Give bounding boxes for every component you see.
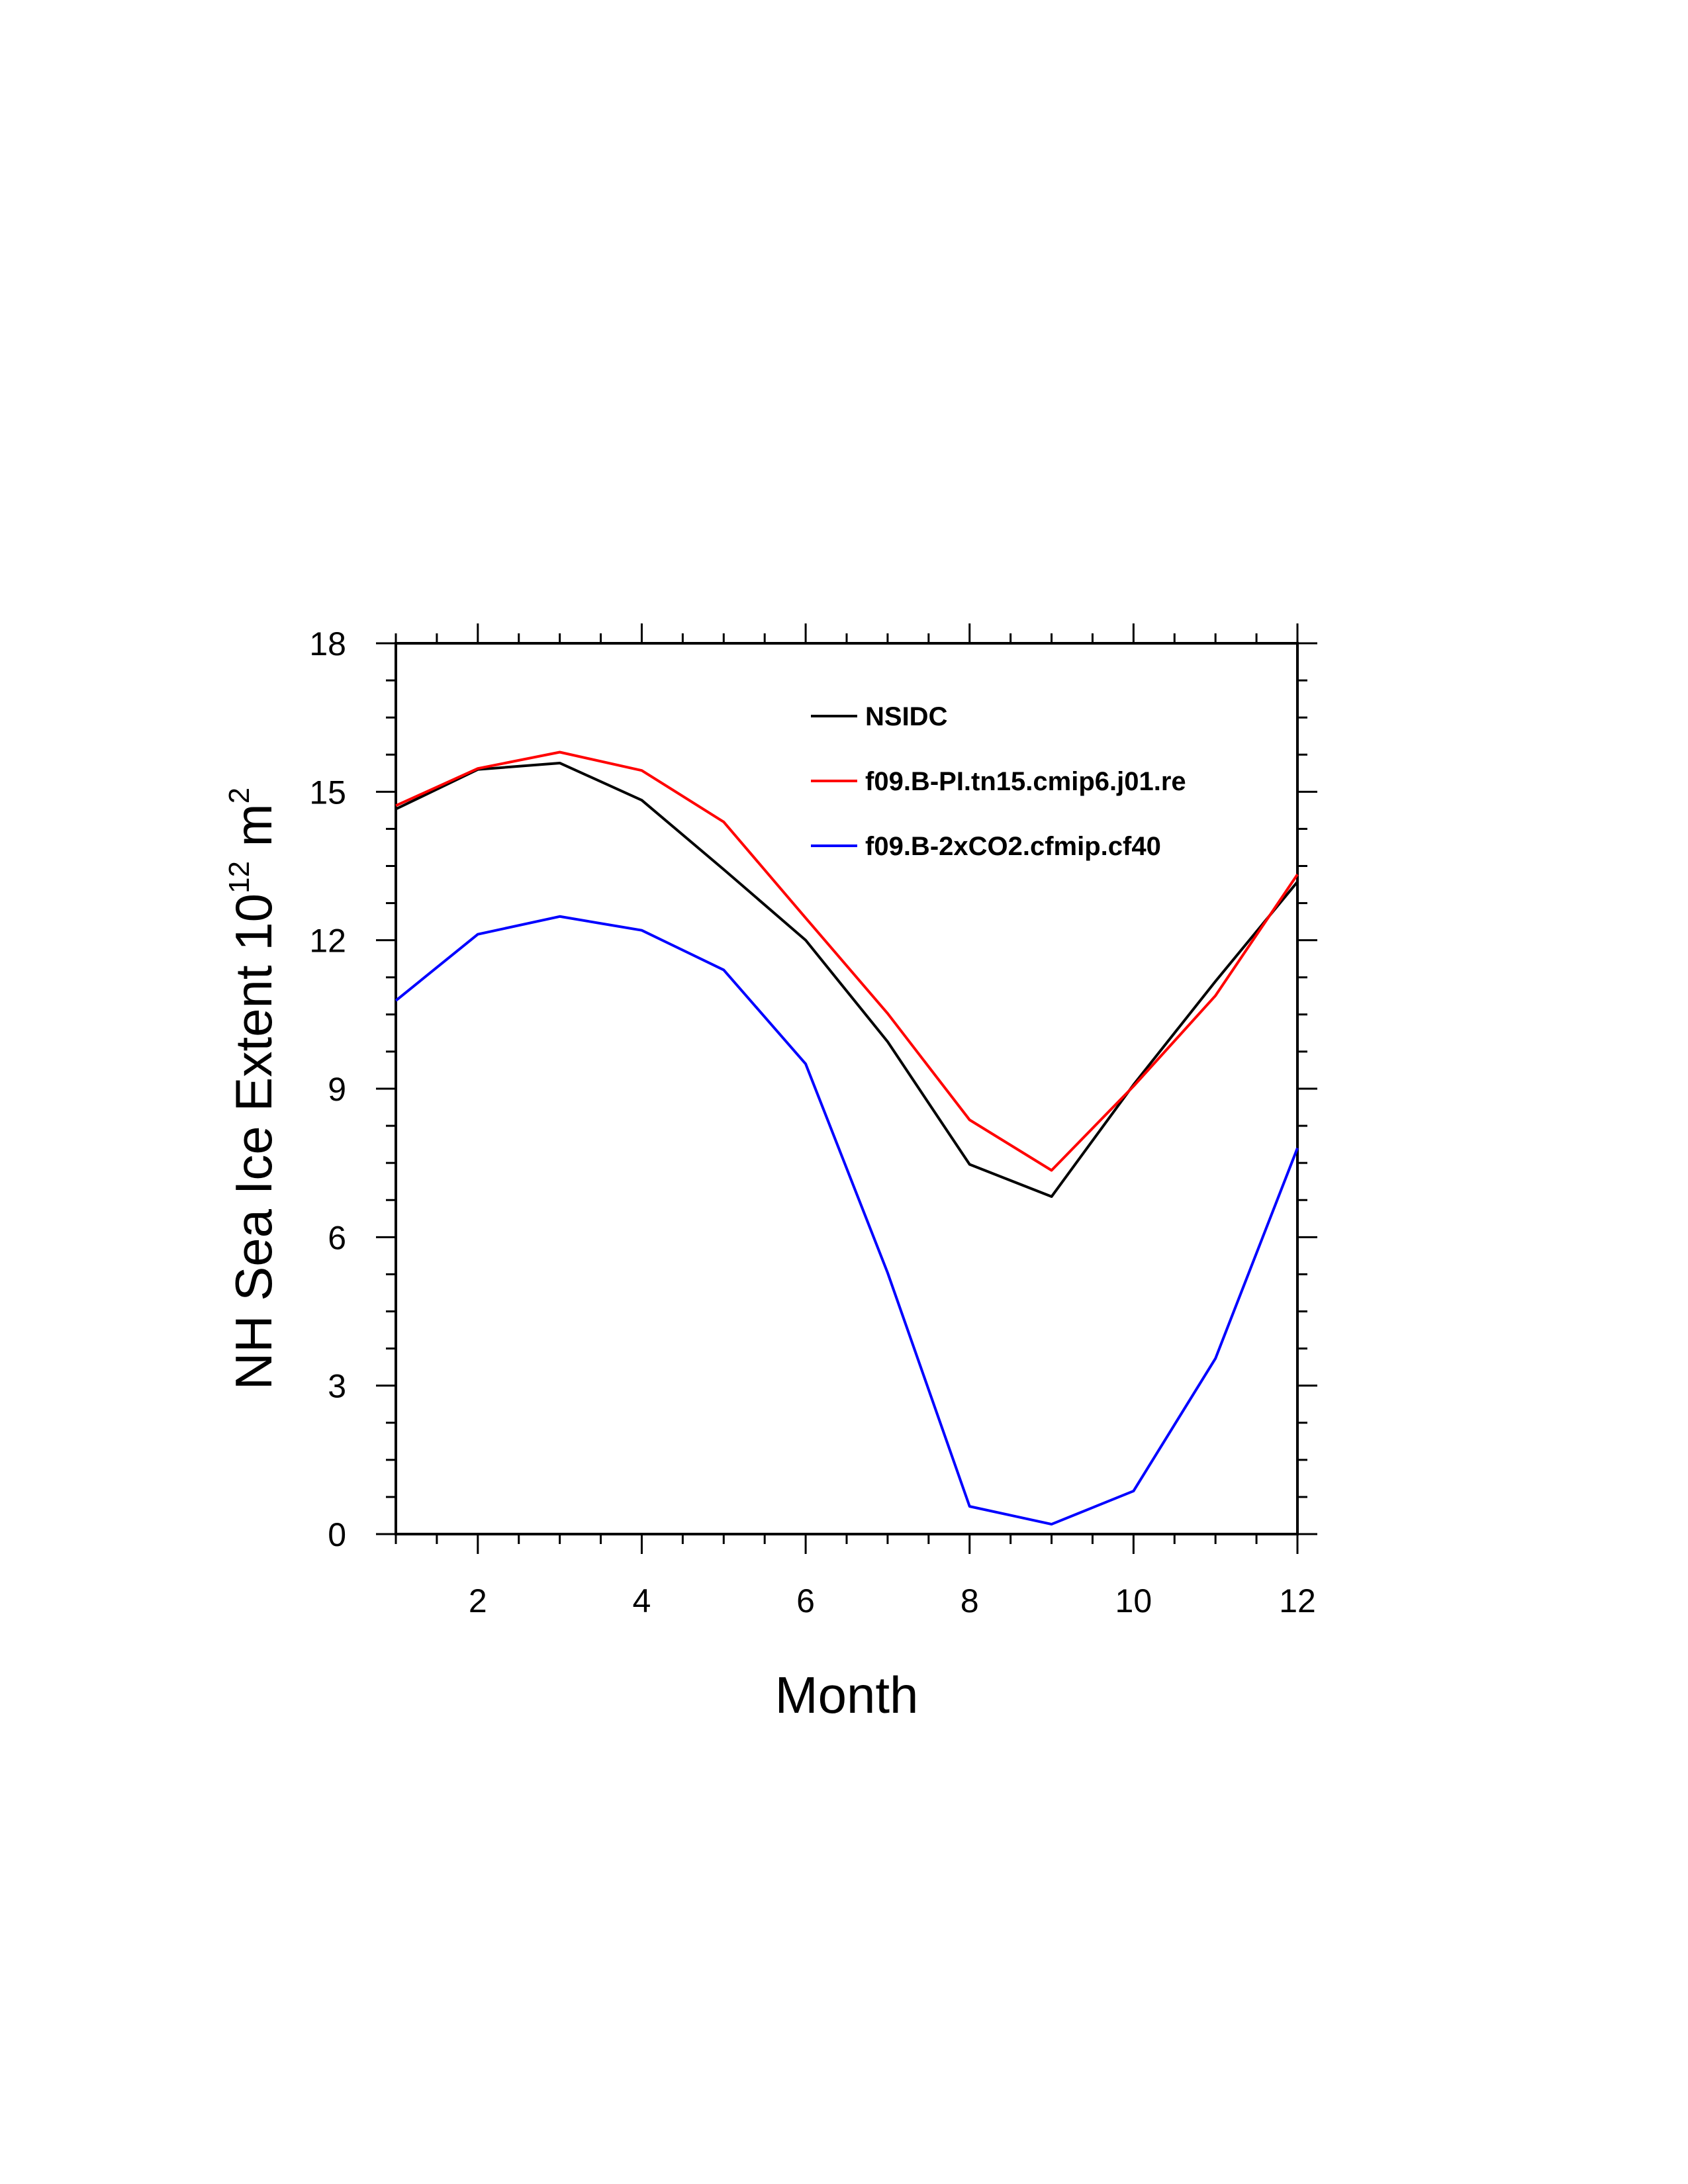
x-tick-label: 12 [1279, 1582, 1316, 1619]
series-group [395, 751, 1299, 1526]
legend-label-2: f09.B-PI.tn15.cmip6.j01.re [865, 767, 1186, 796]
ticks-group: 2 4 6 8 10 12 0 3 6 9 12 15 18 [309, 623, 1317, 1619]
x-tick-label: 6 [796, 1582, 815, 1619]
y-axis-title-unit: m [224, 803, 283, 861]
x-tick-label: 4 [633, 1582, 651, 1619]
series-line-3 [395, 915, 1299, 1526]
y-axis-title: NH Sea Ice Extent 1012 m2 [223, 788, 283, 1390]
y-tick-label: 18 [309, 625, 346, 662]
y-tick-label: 0 [328, 1516, 346, 1553]
y-tick-label: 3 [328, 1368, 346, 1405]
y-axis-title-main: NH Sea Ice Extent 10 [224, 893, 283, 1390]
legend: NSIDC f09.B-PI.tn15.cmip6.j01.re f09.B-2xC… [811, 702, 1186, 861]
x-tick-label: 10 [1115, 1582, 1152, 1619]
y-axis-title-unit-exponent: 2 [223, 788, 256, 803]
y-tick-label: 15 [309, 774, 346, 811]
x-tick-label: 2 [469, 1582, 487, 1619]
y-tick-label: 9 [328, 1071, 346, 1108]
x-tick-label: 8 [961, 1582, 979, 1619]
series-line-2 [395, 751, 1299, 1172]
y-tick-label: 12 [309, 923, 346, 960]
x-axis-title: Month [775, 1666, 919, 1724]
y-axis-title-exponent: 12 [223, 861, 256, 893]
y-tick-label: 6 [328, 1219, 346, 1256]
legend-label-1: NSIDC [865, 702, 947, 731]
legend-label-3: f09.B-2xCO2.cfmip.cf40 [865, 832, 1161, 861]
plot-area: 2 4 6 8 10 12 0 3 6 9 12 15 18 [309, 623, 1317, 1619]
series-line-1 [395, 761, 1299, 1199]
